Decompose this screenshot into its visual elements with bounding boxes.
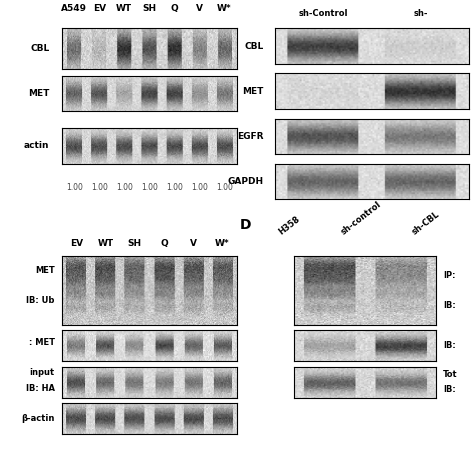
Text: 1.00: 1.00 [141, 183, 158, 192]
Text: GAPDH: GAPDH [227, 177, 263, 186]
Text: IB:: IB: [443, 341, 456, 350]
Text: IB:: IB: [443, 385, 456, 394]
Text: W*: W* [217, 4, 232, 13]
Text: IB: Ub: IB: Ub [26, 296, 55, 305]
Text: CBL: CBL [30, 44, 49, 53]
Text: : MET: : MET [28, 338, 55, 347]
Text: 1.65: 1.65 [216, 91, 233, 100]
Text: V: V [190, 239, 197, 248]
Text: MET: MET [35, 266, 55, 275]
Text: sh-Control: sh-Control [299, 9, 348, 18]
Text: WT: WT [116, 4, 132, 13]
Text: SH: SH [142, 4, 156, 13]
Text: Tot: Tot [443, 370, 458, 379]
Text: 1.99: 1.99 [141, 91, 158, 100]
Text: 1.90: 1.90 [66, 131, 82, 140]
Text: CBL: CBL [244, 42, 263, 51]
Text: 1.15: 1.15 [191, 131, 208, 140]
Text: sh-control: sh-control [339, 200, 383, 237]
Text: 1.00: 1.00 [216, 183, 233, 192]
Text: D: D [240, 218, 251, 232]
Text: MET: MET [242, 87, 263, 96]
Text: IB: HA: IB: HA [26, 384, 55, 393]
Text: 2.40: 2.40 [141, 131, 158, 140]
Text: Q: Q [160, 239, 168, 248]
Text: Q: Q [171, 4, 178, 13]
Text: MET: MET [28, 89, 49, 98]
Text: 0.83: 0.83 [116, 131, 133, 140]
Text: 0.45: 0.45 [91, 91, 108, 100]
Text: 1.57: 1.57 [216, 131, 233, 140]
Text: input: input [29, 368, 55, 377]
Text: 1.00: 1.00 [66, 183, 82, 192]
Text: H358: H358 [277, 215, 301, 237]
Text: 1.00: 1.00 [91, 183, 108, 192]
Text: 2.45: 2.45 [166, 131, 183, 140]
Text: 2.57: 2.57 [166, 91, 183, 100]
Text: 1.58: 1.58 [66, 91, 82, 100]
Text: SH: SH [128, 239, 142, 248]
Text: 2.56: 2.56 [116, 91, 133, 100]
Text: A549: A549 [61, 4, 87, 13]
Text: actin: actin [24, 141, 49, 150]
Text: 1.00: 1.00 [116, 183, 133, 192]
Text: W*: W* [215, 239, 230, 248]
Text: IB:: IB: [443, 301, 456, 310]
Text: 1.00: 1.00 [191, 183, 208, 192]
Text: IP:: IP: [443, 271, 456, 280]
Text: 1.24: 1.24 [191, 91, 208, 100]
Text: EGFR: EGFR [237, 132, 263, 141]
Text: EV: EV [92, 4, 106, 13]
Text: 2.12: 2.12 [91, 131, 108, 140]
Text: EV: EV [70, 239, 83, 248]
Text: V: V [196, 4, 203, 13]
Text: 1.00: 1.00 [166, 183, 183, 192]
Text: WT: WT [97, 239, 114, 248]
Text: sh-: sh- [413, 9, 428, 18]
Text: sh-CBL: sh-CBL [410, 210, 441, 237]
Text: β-actin: β-actin [21, 414, 55, 423]
